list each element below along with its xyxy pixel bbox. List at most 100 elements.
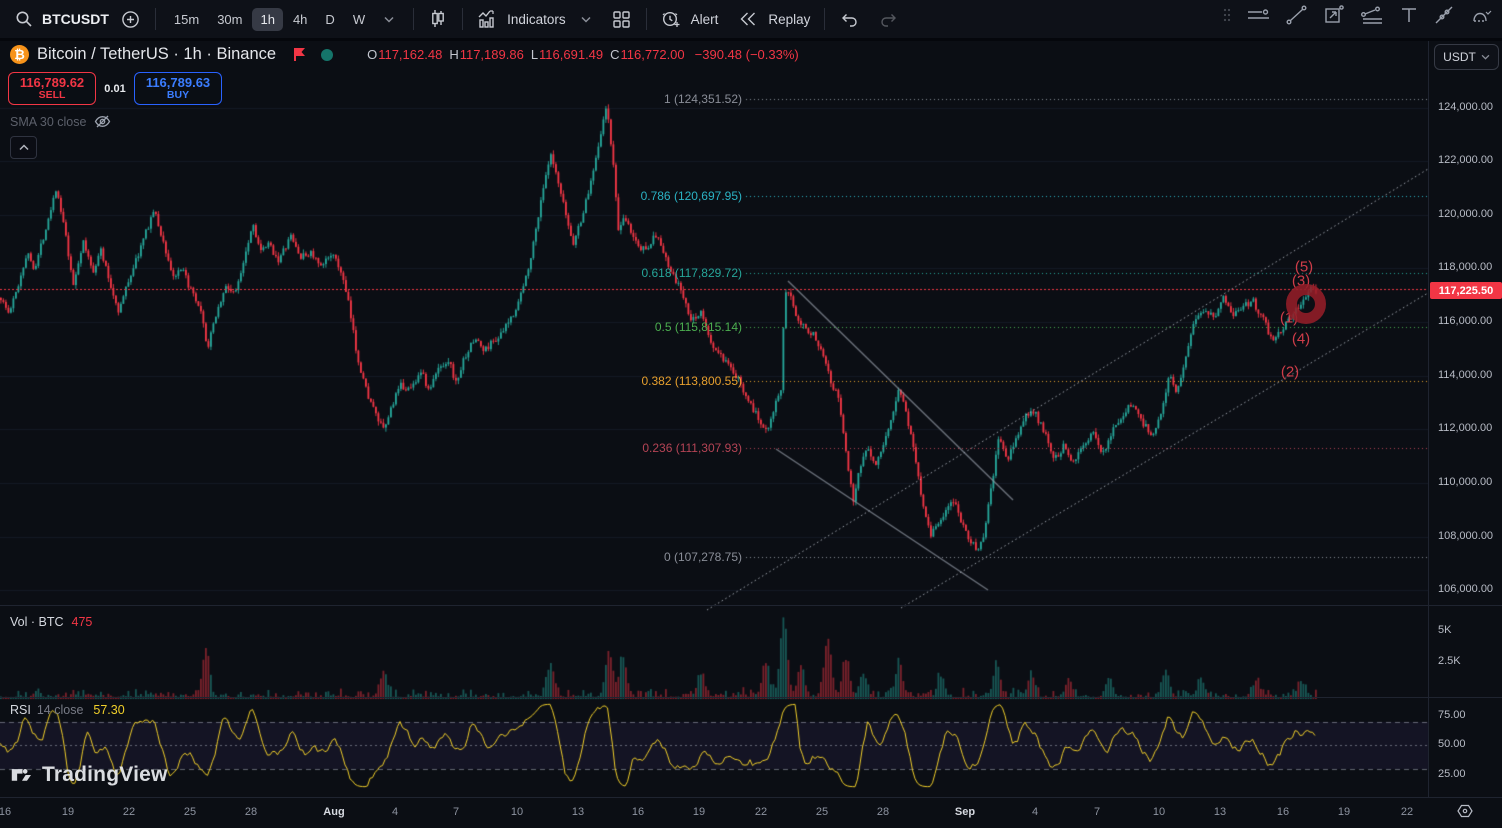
alert-button[interactable]: Alert [690,11,719,27]
trade-panel: 116,789.62 SELL 0.01 116,789.63 BUY [8,72,222,105]
wave-count-label[interactable]: (5) [1294,258,1314,276]
alert-icon[interactable] [657,6,685,32]
replay-icon[interactable] [734,6,762,32]
tradingview-watermark: TradingView [10,762,168,787]
top-toolbar: BTCUSDT 15m 30m 1h 4h D W Indicators [0,0,1502,41]
timeframe-30m[interactable]: 30m [217,11,243,27]
indicators-button[interactable]: Indicators [507,11,566,27]
symbol-title[interactable]: Bitcoin / TetherUS · 1h · Binance [37,45,277,63]
highlight-circle-drawing[interactable] [1286,284,1326,324]
chart-canvas[interactable] [0,34,1428,797]
collapse-legend-button[interactable] [10,136,37,159]
time-axis-label: 7 [1093,806,1101,818]
bitcoin-logo-icon: ₿ [10,45,29,64]
sell-price: 116,789.62 [19,75,85,91]
toolbar-separator [824,8,826,30]
time-axis-label: 16 [0,806,12,818]
timeframe-W[interactable]: W [352,11,366,27]
fib-level-label[interactable]: 0.5 (115,815.14) [654,320,742,334]
timeframe-D[interactable]: D [325,11,335,27]
currency-label: USDT [1443,50,1476,64]
timeframe-15m[interactable]: 15m [173,11,200,27]
time-axis-label: 13 [571,806,585,818]
search-icon[interactable] [10,6,38,32]
indicators-icon[interactable] [473,6,501,32]
sell-button[interactable]: 116,789.62 SELL [8,72,96,105]
chart-style-candles-icon[interactable] [424,6,452,32]
low-label: L [530,47,539,62]
arc-tool-icon[interactable] [1470,5,1492,30]
buy-price: 116,789.63 [145,75,211,91]
time-axis[interactable]: 16 19 22 25 28 Aug 4 7 10 13 16 19 22 25 28 Sep 4 7 10 13 16… [0,797,1502,828]
fib-level-label[interactable]: 0.382 (113,800.55) [641,374,742,388]
buy-button[interactable]: 116,789.63 BUY [134,72,222,105]
high-label: H [449,47,459,62]
market-status-icon[interactable] [321,48,334,61]
undo-icon[interactable] [835,6,863,32]
volume-axis-label: 5K [1438,624,1452,636]
timeframe-1h[interactable]: 1h [252,7,283,31]
fib-level-label[interactable]: 0.618 (117,829.72) [641,266,742,280]
pane-separator-volume[interactable] [0,605,1502,606]
fib-level-label[interactable]: 1 (124,351.52) [663,92,742,106]
open-label: O [367,47,378,62]
indicators-templates-icon[interactable] [572,6,600,32]
time-axis-label: 19 [692,806,706,818]
trend-line-tool-icon[interactable] [1286,5,1307,30]
time-axis-label: 19 [61,806,75,818]
time-axis-label: 28 [244,806,258,818]
price-axis-label: 114,000.00 [1438,369,1493,381]
time-axis-label: 19 [1337,806,1351,818]
time-axis-label: 22 [1400,806,1414,818]
replay-button[interactable]: Replay [768,11,811,27]
flag-icon[interactable] [292,47,307,62]
wave-count-label[interactable]: (2) [1280,363,1300,381]
axis-settings-icon[interactable] [1457,803,1473,824]
price-axis-label: 116,000.00 [1438,315,1493,327]
time-axis-label: 28 [876,806,890,818]
rsi-axis-label: 75.00 [1438,709,1466,721]
open-value: 117,162.48 [378,47,443,62]
pane-separator-rsi[interactable] [0,697,1502,698]
fib-level-label[interactable]: 0.236 (111,307.93) [642,441,742,455]
sell-label: SELL [38,88,66,101]
timeframe-4h[interactable]: 4h [292,11,308,27]
redo-icon[interactable] [875,6,903,32]
timeframe-dropdown-icon[interactable] [375,6,403,32]
toolbar-separator [154,8,156,30]
time-axis-label: 10 [510,806,524,818]
fib-level-label[interactable]: 0 (107,278.75) [663,550,742,564]
pitchfork-tool-icon[interactable] [1361,5,1384,30]
time-axis-label: 4 [1031,806,1039,818]
projection-tool-icon[interactable] [1323,5,1345,30]
toolbar-drag-handle-icon[interactable] [1223,8,1231,27]
horizontal-lines-tool-icon[interactable] [1247,5,1270,30]
price-axis[interactable]: USDT 124,000.00 122,000.00 120,000.00 118,0… [1428,34,1502,797]
text-tool-icon[interactable] [1400,6,1418,29]
currency-toggle-button[interactable]: USDT [1434,44,1499,70]
time-axis-label: 4 [391,806,399,818]
price-axis-label: 118,000.00 [1438,261,1493,273]
price-change: −390.48 (−0.33%) [694,47,799,62]
symbol-search-button[interactable]: BTCUSDT [42,11,109,27]
wave-count-label[interactable]: (4) [1291,330,1311,348]
sma-legend: SMA 30 close [10,114,111,129]
close-value: 116,772.00 [620,47,685,62]
price-axis-label: 120,000.00 [1438,208,1494,220]
volume-legend[interactable]: Vol · BTC 475 [10,615,92,629]
eye-off-icon[interactable] [94,114,111,129]
fib-level-label[interactable]: 0.786 (120,697.95) [640,189,742,203]
layout-grid-icon[interactable] [608,6,636,32]
spread-value: 0.01 [104,82,126,95]
price-axis-label: 112,000.00 [1438,422,1493,434]
rsi-value: 57.30 [93,703,125,717]
ray-tool-icon[interactable] [1434,5,1454,30]
sma-label[interactable]: SMA 30 close [10,114,87,129]
toolbar-separator [462,8,464,30]
rsi-legend[interactable]: RSI 14 close 57.30 [10,703,125,717]
time-axis-label: 13 [1213,806,1227,818]
time-axis-label: 25 [183,806,197,818]
time-axis-label: Sep [954,806,976,818]
compare-add-icon[interactable] [117,6,145,32]
